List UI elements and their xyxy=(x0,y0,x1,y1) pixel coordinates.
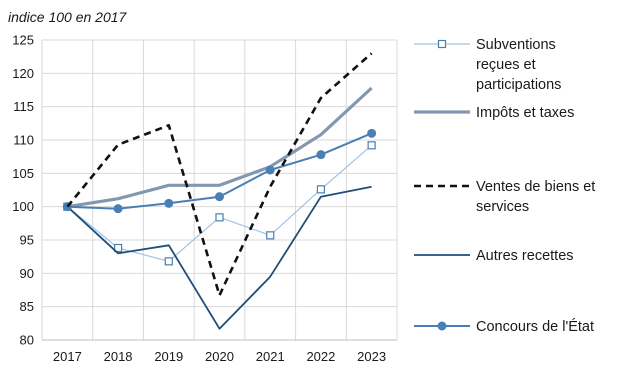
y-tick-label: 95 xyxy=(20,233,34,248)
x-tick-label: 2017 xyxy=(53,349,82,364)
series-line-1 xyxy=(67,86,373,209)
axes: 80 85 90 95 100 105 110 115 120 125 2017 2018 2019 20… xyxy=(12,33,397,364)
x-tick-label: 2023 xyxy=(357,349,386,364)
chart-subtitle: indice 100 en 2017 xyxy=(8,9,128,25)
y-tick-label: 85 xyxy=(20,299,34,314)
legend-label: Subventions xyxy=(476,37,556,53)
series-line-2 xyxy=(66,52,373,297)
data-point xyxy=(266,231,275,240)
y-tick-label: 110 xyxy=(13,133,34,148)
y-tick-label: 105 xyxy=(12,166,34,181)
data-point xyxy=(215,192,224,202)
series-lines xyxy=(62,52,377,330)
y-tick-label: 80 xyxy=(20,333,34,348)
legend-label: Concours de l'État xyxy=(476,318,594,335)
data-point xyxy=(367,141,376,150)
data-point xyxy=(113,204,123,214)
series-line-3 xyxy=(66,185,372,330)
legend-label: services xyxy=(476,199,529,215)
legend-item-2: Ventes de biens et services xyxy=(414,179,595,215)
data-point xyxy=(113,243,123,253)
data-point xyxy=(265,165,275,175)
data-point xyxy=(367,128,377,138)
grid xyxy=(41,39,398,341)
legend-item-3: Autres recettes xyxy=(414,248,574,264)
x-tick-label: 2019 xyxy=(154,349,183,364)
x-tick-label: 2022 xyxy=(306,349,335,364)
legend-label: Ventes de biens et xyxy=(476,179,595,195)
y-tick-label: 90 xyxy=(20,266,34,281)
legend-label: participations xyxy=(476,77,561,93)
x-tick-label: 2020 xyxy=(205,349,234,364)
data-point xyxy=(215,213,224,222)
data-point xyxy=(164,198,174,208)
legend-item-0: Subventions reçues et participations xyxy=(414,37,561,93)
series-line-0 xyxy=(67,144,372,262)
x-tick-label: 2018 xyxy=(104,349,133,364)
data-point xyxy=(316,150,326,160)
legend-item-4: Concours de l'État xyxy=(414,318,594,335)
data-point xyxy=(316,185,326,194)
legend-label: Autres recettes xyxy=(476,248,574,264)
legend: Subventions reçues et participations Impôts… xyxy=(414,37,595,335)
y-tick-label: 100 xyxy=(12,199,34,214)
legend-item-1: Impôts et taxes xyxy=(414,105,574,121)
y-tick-label: 120 xyxy=(12,66,34,81)
legend-label: Impôts et taxes xyxy=(476,105,574,121)
legend-label: reçues et xyxy=(476,57,536,73)
y-tick-label: 115 xyxy=(13,99,34,114)
legend-marker xyxy=(437,39,447,49)
x-tick-label: 2021 xyxy=(256,349,285,364)
legend-marker xyxy=(437,321,447,331)
data-point xyxy=(164,257,173,266)
y-tick-label: 125 xyxy=(12,33,34,48)
